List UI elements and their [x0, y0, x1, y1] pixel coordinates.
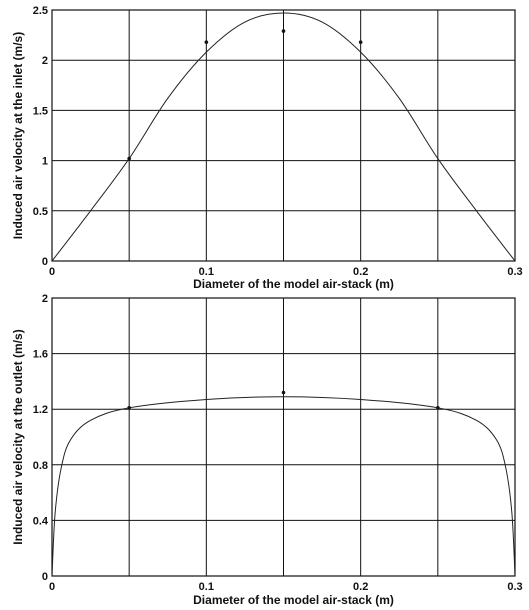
- x-tick-label: 0.2: [353, 266, 368, 278]
- x-tick-label: 0.2: [353, 581, 368, 593]
- plot-frame: [51, 297, 516, 577]
- y-tick-label: 0: [42, 571, 48, 583]
- data-point: [127, 156, 131, 161]
- plot-frame: [51, 9, 516, 262]
- y-tick-label: 1.6: [33, 349, 48, 361]
- y-tick-label: 0.8: [33, 460, 48, 472]
- data-point: [127, 406, 131, 410]
- y-tick-label: 0: [42, 256, 48, 268]
- y-tick-label: 2: [42, 293, 48, 305]
- inlet-velocity-chart: 0 0.5 1 1.5 2 2.5 0 0.1 0.2 0.3 Diameter of the mo…: [11, 5, 523, 291]
- outlet-velocity-chart: 0 0.4 0.8 1.2 1.6 2 0 0.1 0.2 0.3 Diameter of the …: [11, 293, 523, 607]
- y-tick-label: 0.4: [33, 515, 49, 527]
- x-tick-label: 0.1: [199, 581, 214, 593]
- x-axis-label: Diameter of the model air-stack (m): [193, 593, 394, 607]
- y-tick-label: 1.5: [33, 105, 48, 117]
- y-tick-label: 0.5: [33, 206, 48, 218]
- data-point: [281, 390, 286, 395]
- x-tick-label: 0.3: [507, 581, 522, 593]
- x-axis-label: Diameter of the model air-stack (m): [193, 277, 394, 291]
- data-point: [436, 406, 440, 410]
- x-tick-label: 0.1: [199, 266, 214, 278]
- data-point: [358, 40, 363, 44]
- x-tick-label: 0: [49, 266, 55, 278]
- y-tick-label: 1.2: [33, 404, 48, 416]
- y-tick-label: 2: [42, 55, 48, 67]
- fitted-curve: [51, 396, 516, 577]
- y-tick-label: 1: [42, 156, 48, 168]
- x-tick-label: 0: [49, 581, 55, 593]
- y-tick-label: 2.5: [33, 5, 48, 17]
- y-axis-label: Induced air velocity at the outlet (m/s): [11, 329, 25, 544]
- data-point: [204, 40, 209, 44]
- y-axis-label: Induced air velocity at the inlet (m/s): [11, 32, 25, 239]
- data-point: [281, 29, 286, 33]
- x-tick-label: 0.3: [507, 266, 522, 278]
